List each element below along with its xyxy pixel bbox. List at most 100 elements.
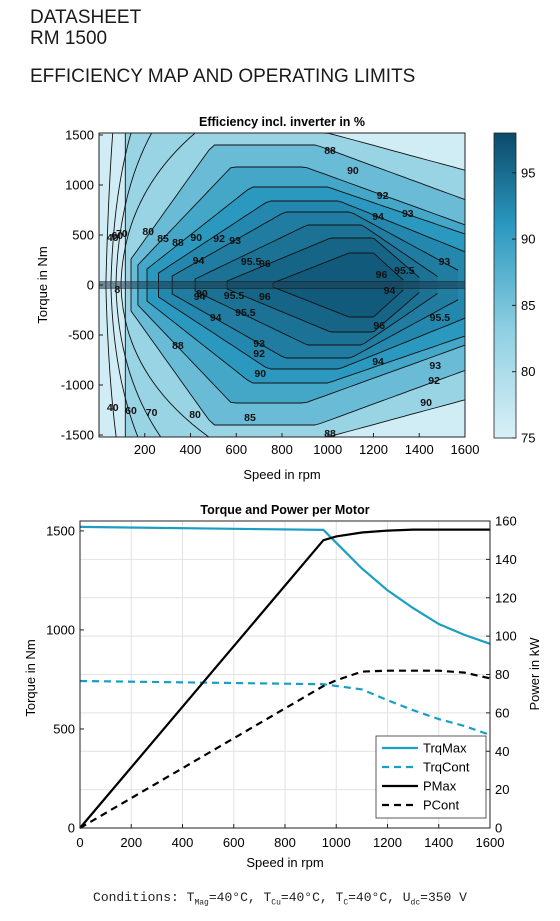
colorbar-tick-label: 90 bbox=[521, 232, 535, 247]
tp-x-tick-label: 800 bbox=[274, 835, 296, 850]
contour-fan-upper-60 bbox=[110, 133, 132, 286]
contour-label: 40 bbox=[107, 232, 119, 244]
contour-line-lower-9 bbox=[272, 285, 404, 318]
cond-prefix: Conditions: bbox=[93, 890, 187, 905]
contour-line-upper-8 bbox=[226, 237, 420, 285]
map-x-tick-label: 200 bbox=[134, 442, 156, 457]
contour-label: 70 bbox=[146, 407, 158, 419]
cond-tmag-sym: T bbox=[186, 890, 195, 905]
map-y-tick-label: 1500 bbox=[65, 128, 94, 143]
contour-label: 90 bbox=[196, 288, 208, 300]
tp-y2-tick-label: 20 bbox=[495, 782, 509, 797]
map-x-tick-label: 1000 bbox=[313, 442, 342, 457]
cond-tcu-sub: Cu bbox=[271, 898, 281, 908]
tp-y2-tick-label: 120 bbox=[495, 590, 517, 605]
series-line-TrqMax bbox=[79, 525, 491, 645]
contour-line-upper-2 bbox=[130, 144, 465, 285]
contour-label: 95.5 bbox=[241, 256, 262, 268]
legend-label-PMax: PMax bbox=[423, 779, 457, 794]
conditions-text: Conditions: TMag=40°C, TCu=40°C, TC=40°C… bbox=[0, 890, 560, 908]
tp-y-tick-label: 1500 bbox=[46, 523, 75, 538]
section-title: EFFICIENCY MAP AND OPERATING LIMITS bbox=[30, 66, 416, 87]
contour-fan-lower-40 bbox=[105, 284, 117, 437]
contour-line-lower-7 bbox=[194, 285, 438, 346]
map-x-tick-label: 1200 bbox=[359, 442, 388, 457]
colorbar-tick-label: 85 bbox=[521, 298, 535, 313]
tp-x-tick-label: 200 bbox=[120, 835, 142, 850]
cond-tmag-sub: Mag bbox=[194, 898, 209, 908]
tp-y2-tick-label: 140 bbox=[495, 552, 517, 567]
legend-label-TrqCont: TrqCont bbox=[423, 760, 470, 775]
tp-y2-axis-label: Power in kW bbox=[527, 637, 542, 711]
map-y-tick-label: 0 bbox=[87, 278, 94, 293]
tp-y-tick-label: 0 bbox=[68, 821, 75, 836]
cond-tmag-val: =40°C, bbox=[208, 890, 264, 905]
contour-label: 94 bbox=[384, 285, 396, 297]
map-title: Efficiency incl. inverter in % bbox=[199, 115, 365, 129]
contour-label: 85 bbox=[157, 233, 169, 245]
contour-label: 95.5 bbox=[430, 312, 451, 324]
tp-y2-tick-label: 40 bbox=[495, 744, 509, 759]
colorbar bbox=[493, 132, 517, 439]
contour-label: 94 bbox=[210, 312, 222, 324]
cond-udc-val: =350 V bbox=[420, 890, 467, 905]
map-y-tick-label: 500 bbox=[72, 228, 94, 243]
contour-label: 95.5 bbox=[235, 307, 256, 319]
contour-label: 80 bbox=[142, 226, 154, 238]
contour-line-upper-3 bbox=[137, 166, 465, 285]
contour-label: 80 bbox=[189, 409, 201, 421]
map-y-tick-label: -500 bbox=[68, 328, 94, 343]
cond-tcu-val: =40°C, bbox=[280, 890, 336, 905]
efficiency-map-chart: Efficiency incl. inverter in % 889092939… bbox=[35, 115, 535, 482]
contour-label: 90 bbox=[254, 368, 266, 380]
contour-fan-lower-70 bbox=[115, 284, 162, 437]
contour-fan-upper-70 bbox=[115, 133, 153, 286]
tp-x-tick-label: 600 bbox=[223, 835, 245, 850]
tp-x-tick-label: 0 bbox=[76, 835, 83, 850]
colorbar-tick-label: 80 bbox=[521, 364, 535, 379]
contour-label: 85 bbox=[244, 412, 256, 424]
contour-line-upper-1 bbox=[124, 133, 465, 285]
tp-legend: TrqMax TrqCont PMax PCont bbox=[375, 735, 487, 819]
contour-line-lower-8 bbox=[226, 285, 420, 333]
contour-label: 94 bbox=[372, 356, 384, 368]
map-y-tick-label: -1500 bbox=[61, 428, 94, 443]
contour-line-upper-5 bbox=[158, 200, 465, 285]
series-line-PMax bbox=[79, 528, 490, 829]
map-y-tick-label: -1000 bbox=[61, 378, 94, 393]
contour-label: 92 bbox=[428, 375, 440, 387]
contour-label: 95.5 bbox=[224, 290, 245, 302]
contour-label: 60 bbox=[111, 230, 123, 242]
cond-udc-sub: dc bbox=[410, 898, 421, 908]
contour-label: 96 bbox=[376, 269, 388, 281]
contour-label: 88 bbox=[324, 145, 336, 157]
contour-label: 70 bbox=[116, 228, 128, 240]
contour-line-lower-2 bbox=[130, 285, 465, 426]
contour-label: 92 bbox=[213, 233, 225, 245]
contour-line-lower-1 bbox=[124, 285, 465, 437]
tp-y2-tick-label: 0 bbox=[495, 821, 502, 836]
contour-label: 93 bbox=[229, 235, 241, 247]
tp-y2-tick-label: 100 bbox=[495, 629, 517, 644]
contour-label: 88 bbox=[172, 237, 184, 249]
map-x-axis-label: Speed in rpm bbox=[243, 467, 320, 482]
model-name: RM 1500 bbox=[30, 28, 108, 49]
contour-label: 40 bbox=[107, 402, 119, 414]
legend-label-PCont: PCont bbox=[423, 798, 460, 813]
contour-label: 92 bbox=[377, 190, 389, 202]
tp-x-axis-label: Speed in rpm bbox=[246, 855, 323, 870]
tp-title: Torque and Power per Motor bbox=[200, 503, 369, 517]
contour-line-upper-6 bbox=[171, 211, 459, 285]
cond-tc-sub: C bbox=[343, 898, 349, 908]
zero-torque-band bbox=[99, 281, 465, 289]
legend-label-TrqMax: TrqMax bbox=[423, 741, 467, 756]
contour-fan-upper-80 bbox=[120, 133, 196, 286]
contour-line-lower-6 bbox=[171, 285, 459, 359]
tp-y2-tick-label: 160 bbox=[495, 514, 517, 529]
map-y-axis-label: Torque in Nm bbox=[35, 246, 50, 323]
colorbar-tick-label: 75 bbox=[521, 431, 535, 446]
map-x-tick-label: 1600 bbox=[451, 442, 480, 457]
contour-label: 8 bbox=[114, 284, 120, 296]
contour-line-lower-4 bbox=[146, 285, 465, 384]
tp-x-tick-label: 1000 bbox=[322, 835, 351, 850]
